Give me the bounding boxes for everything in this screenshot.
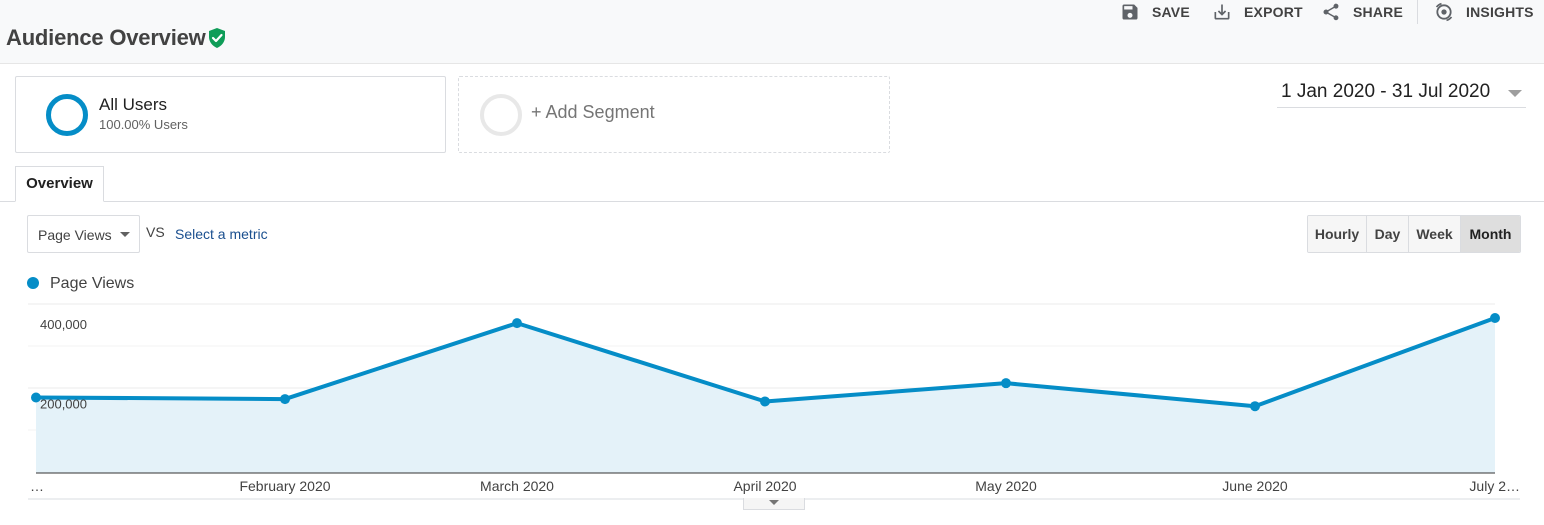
x-tick-label: May 2020 (975, 478, 1037, 494)
report-header: Audience Overview SAVE EXPORT SHARE INSI… (0, 0, 1544, 64)
select-metric-link[interactable]: Select a metric (175, 226, 268, 242)
export-label: EXPORT (1244, 4, 1303, 20)
segment-name: All Users (99, 95, 167, 115)
chevron-down-icon (1508, 90, 1522, 97)
insights-label: INSIGHTS (1466, 4, 1534, 20)
data-point (512, 318, 522, 328)
series-line-page-views (36, 318, 1495, 406)
caret-down-icon (120, 232, 130, 237)
share-button[interactable]: SHARE (1321, 0, 1403, 24)
insights-button[interactable]: INSIGHTS (1434, 0, 1534, 24)
date-range-picker[interactable]: 1 Jan 2020 - 31 Jul 2020 (1277, 80, 1526, 108)
metric-dropdown-value: Page Views (38, 227, 112, 243)
save-icon (1120, 2, 1140, 22)
y-tick-label: 200,000 (40, 397, 87, 412)
export-button[interactable]: EXPORT (1212, 0, 1303, 24)
x-tick-label: … (30, 478, 44, 494)
segment-placeholder-ring (480, 94, 522, 136)
chart-collapse-toggle[interactable] (743, 498, 805, 510)
verified-shield-icon (207, 27, 227, 49)
legend-swatch (27, 277, 39, 289)
tabs-divider (0, 201, 1544, 202)
export-icon (1212, 2, 1232, 22)
legend-label: Page Views (50, 275, 134, 293)
granularity-hourly-button[interactable]: Hourly (1308, 216, 1367, 252)
y-tick-label: 400,000 (40, 317, 87, 332)
granularity-day-button[interactable]: Day (1367, 216, 1409, 252)
x-tick-label: June 2020 (1222, 478, 1288, 494)
granularity-toggle: Hourly Day Week Month (1307, 215, 1521, 253)
x-tick-label: April 2020 (733, 478, 796, 494)
add-segment-button[interactable]: + Add Segment (458, 76, 890, 153)
data-point (1001, 378, 1011, 388)
segment-percentage: 100.00% Users (99, 117, 188, 132)
data-point (280, 394, 290, 404)
tab-overview[interactable]: Overview (15, 166, 104, 202)
data-point (1250, 401, 1260, 411)
date-range-text: 1 Jan 2020 - 31 Jul 2020 (1281, 81, 1490, 103)
page-views-chart: 400,000 200,000 … February 2020 March 2020 Ap… (0, 295, 1544, 510)
data-point (760, 396, 770, 406)
granularity-month-button[interactable]: Month (1461, 216, 1520, 252)
caret-down-icon (769, 500, 779, 505)
metric-dropdown[interactable]: Page Views (27, 215, 140, 253)
data-point (1490, 313, 1500, 323)
share-icon (1321, 2, 1341, 22)
add-segment-label: + Add Segment (531, 102, 655, 123)
x-tick-label: February 2020 (239, 478, 330, 494)
page-title: Audience Overview (6, 25, 206, 51)
x-tick-label: March 2020 (480, 478, 554, 494)
vs-label: VS (146, 224, 165, 240)
granularity-week-button[interactable]: Week (1409, 216, 1461, 252)
insights-icon (1434, 2, 1454, 22)
save-label: SAVE (1152, 4, 1190, 20)
segment-all-users[interactable]: All Users 100.00% Users (15, 76, 446, 153)
segment-color-ring (46, 94, 88, 136)
toolbar-divider (1417, 0, 1418, 24)
x-tick-label: July 2… (1469, 478, 1520, 494)
share-label: SHARE (1353, 4, 1403, 20)
save-button[interactable]: SAVE (1120, 0, 1190, 24)
series-area (36, 318, 1495, 473)
